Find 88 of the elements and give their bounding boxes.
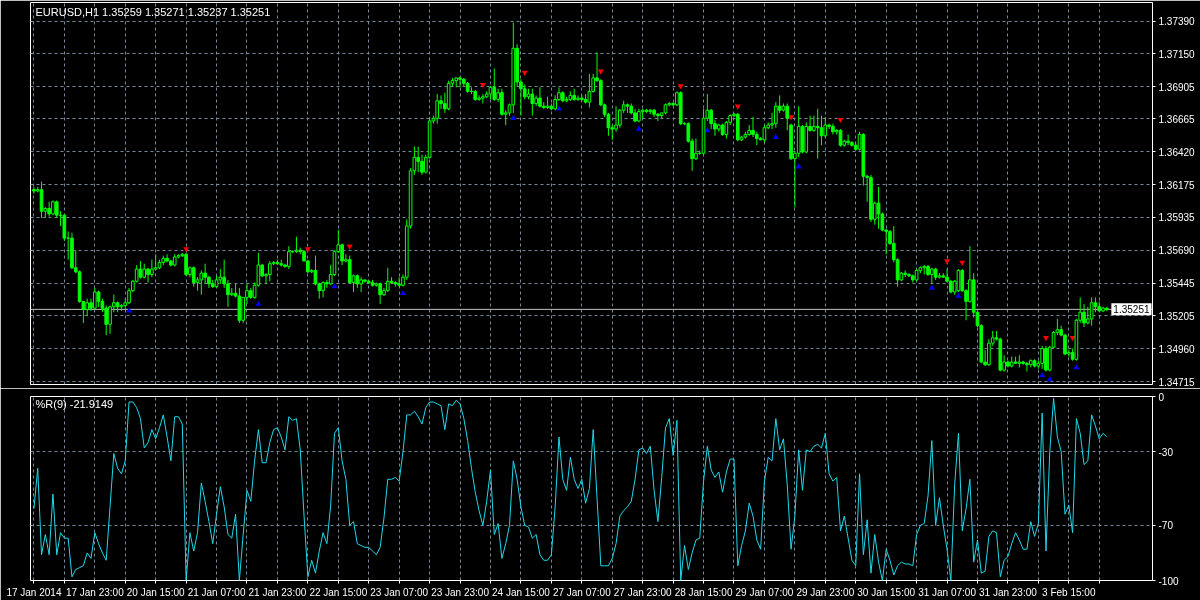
x-tick-label: 17 Jan 2014 xyxy=(6,586,62,598)
candlestick xyxy=(184,252,188,277)
y-tick-label: 1.34960 xyxy=(1158,343,1196,355)
y-tick-label: 1.35445 xyxy=(1158,278,1196,290)
x-tick-label: 3 Feb 15:00 xyxy=(1042,586,1096,598)
candlestick xyxy=(150,259,154,278)
x-tick-label: 31 Jan 23:00 xyxy=(979,586,1038,598)
point xyxy=(928,284,935,290)
candlestick xyxy=(656,112,660,122)
y-tick-label: 1.36175 xyxy=(1158,179,1196,191)
point xyxy=(521,70,528,76)
x-tick-label: 21 Jan 23:00 xyxy=(248,586,307,598)
point xyxy=(555,105,562,111)
y-tick-label: 1.35205 xyxy=(1158,310,1196,322)
candlestick xyxy=(481,93,485,104)
x-tick-label: 22 Jan 15:00 xyxy=(309,586,368,598)
x-tick-label: 27 Jan 23:00 xyxy=(613,586,673,598)
point xyxy=(837,117,844,124)
x-tick-label: 23 Jan 07:00 xyxy=(370,586,429,598)
y-tick-label: 1.36905 xyxy=(1158,81,1196,93)
candlestick xyxy=(956,268,961,293)
candlestick xyxy=(62,213,67,242)
point xyxy=(479,82,486,89)
candlestick xyxy=(47,201,51,218)
ref-line-label: 1.35251 xyxy=(1113,304,1150,316)
x-tick-label: 24 Jan 15:00 xyxy=(492,586,551,598)
point xyxy=(1042,336,1049,342)
candlestick xyxy=(538,86,542,109)
x-tick-label: 28 Jan 15:00 xyxy=(674,586,733,598)
y-tick-label: 1.34715 xyxy=(1158,376,1196,388)
candlestick xyxy=(694,138,698,161)
point xyxy=(510,114,517,121)
point xyxy=(255,300,262,306)
y-tick-label: 1.36665 xyxy=(1158,113,1196,125)
candlestick xyxy=(815,108,820,160)
y-tick-label: 1.37150 xyxy=(1158,48,1196,60)
candlestick xyxy=(1040,345,1044,370)
candlestick xyxy=(576,94,580,102)
chart-title: %R(9) -21.9149 xyxy=(35,397,114,410)
x-tick-label: 31 Jan 07:00 xyxy=(918,586,977,598)
point xyxy=(304,247,311,253)
candlestick xyxy=(165,253,169,263)
y-tick-label: -100 xyxy=(1158,575,1179,587)
candlestick xyxy=(846,133,850,146)
candlestick xyxy=(359,276,363,293)
candlestick xyxy=(146,267,150,284)
point xyxy=(635,125,642,131)
candlestick xyxy=(477,94,481,102)
x-tick-label: 27 Jan 07:00 xyxy=(552,586,612,598)
x-tick-label: 29 Jan 07:00 xyxy=(735,586,794,598)
x-tick-label: 29 Jan 23:00 xyxy=(796,586,855,598)
y-tick-label: 1.35690 xyxy=(1158,245,1196,257)
x-tick-label: 30 Jan 15:00 xyxy=(857,586,916,598)
point xyxy=(944,259,951,265)
candlestick xyxy=(1025,361,1029,372)
point xyxy=(1073,363,1080,370)
point xyxy=(346,244,353,250)
point xyxy=(677,84,684,90)
point xyxy=(772,133,779,139)
y-tick-label: 1.37390 xyxy=(1158,16,1196,28)
point xyxy=(399,289,406,296)
candlestick xyxy=(458,76,462,88)
point xyxy=(183,247,190,253)
candlestick xyxy=(435,93,440,125)
candlestick xyxy=(1044,345,1048,372)
candlestick xyxy=(203,263,207,285)
y-tick-label: 1.36420 xyxy=(1158,146,1196,158)
y-tick-label: -30 xyxy=(1158,446,1174,458)
candlestick xyxy=(32,186,36,195)
point xyxy=(734,104,741,110)
x-tick-label: 21 Jan 07:00 xyxy=(187,586,246,598)
point xyxy=(597,69,604,75)
y-tick-label: -70 xyxy=(1158,520,1174,532)
line-series xyxy=(33,397,1108,581)
x-tick-label: 20 Jan 15:00 xyxy=(126,586,186,598)
x-tick-label: 17 Jan 23:00 xyxy=(65,586,125,598)
point xyxy=(788,115,795,121)
candlestick xyxy=(287,245,291,270)
candlestick xyxy=(267,260,272,282)
candlestick xyxy=(385,267,390,293)
y-tick-label: 0 xyxy=(1158,391,1165,403)
point xyxy=(955,292,962,298)
x-tick-label: 23 Jan 23:00 xyxy=(431,586,490,598)
point xyxy=(795,163,802,169)
chart-title: EURUSD,H1 1.35259 1.35271 1.35237 1.35251 xyxy=(35,5,271,18)
y-tick-label: 1.35935 xyxy=(1158,212,1196,224)
candlestick xyxy=(416,146,421,173)
point xyxy=(126,307,133,313)
